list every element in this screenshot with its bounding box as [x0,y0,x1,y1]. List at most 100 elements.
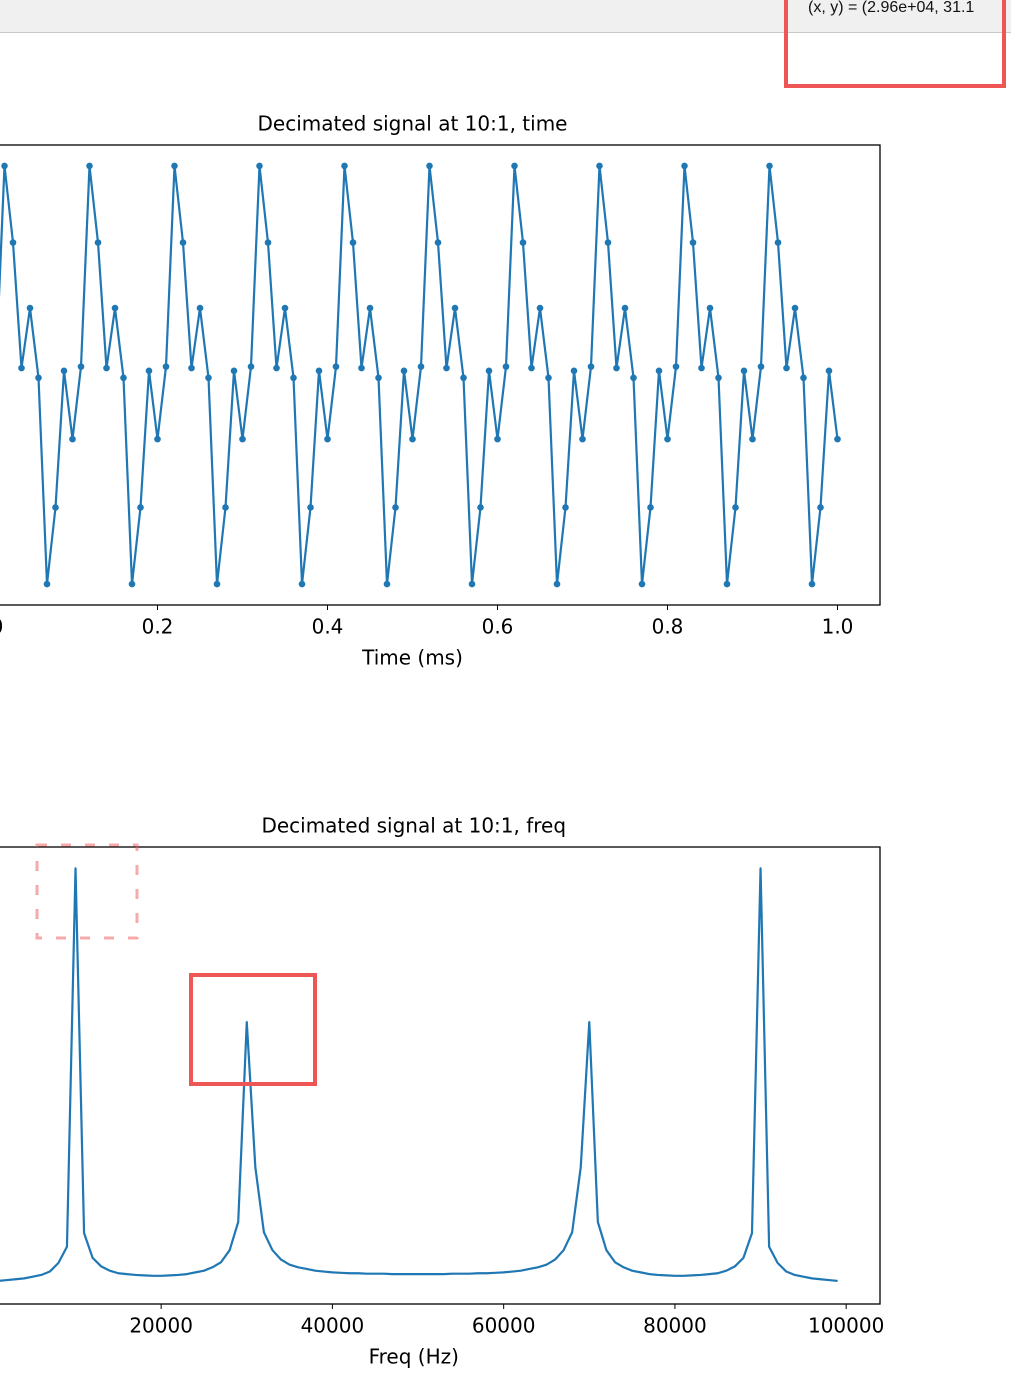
data-point [171,162,178,170]
data-point [341,162,348,170]
data-point [264,239,272,246]
data-point [86,162,93,170]
x-axis-label: Freq (Hz) [369,1345,459,1369]
x-tick-label: 0.4 [312,615,344,639]
data-point [222,504,229,511]
data-point [137,504,144,511]
data-point [417,363,425,370]
data-point [536,304,544,312]
data-point [324,435,331,443]
data-point [60,367,68,375]
data-point [834,435,841,443]
highlight-box [189,973,317,1086]
data-point [477,504,484,511]
highlight-box [784,0,1006,88]
data-point [18,364,25,372]
data-point [188,364,195,372]
data-point [485,367,493,375]
series-line [0,164,839,586]
data-point [239,435,246,443]
data-point [817,504,824,511]
data-point [596,162,603,170]
data-point [553,580,561,588]
data-point [494,435,501,443]
data-point [604,239,612,246]
data-point [638,580,646,588]
data-point [451,304,459,312]
data-point [528,364,535,372]
data-point [732,504,739,511]
data-point [664,435,671,443]
data-point [672,363,680,370]
data-point [366,304,374,312]
data-point [162,363,170,370]
data-point [26,304,34,312]
data-point [77,363,85,370]
data-point [409,435,416,443]
data-point [460,374,467,382]
highlight-box-faint [35,843,139,940]
data-point [179,239,187,246]
data-point [519,239,527,246]
x-tick-label: 60000 [472,1314,536,1338]
data-point [613,364,620,372]
data-point [630,374,637,382]
x-tick-label: 1.0 [822,615,854,639]
data-point [783,364,790,372]
x-tick-label: 40000 [301,1314,365,1338]
data-point [9,239,17,246]
data-point [655,367,663,375]
data-point [621,304,629,312]
data-point [757,363,765,370]
x-tick-label: 0.2 [142,615,174,639]
axes-frame [0,144,881,606]
data-point [307,504,314,511]
data-point [808,580,816,588]
x-tick-label: 100000 [808,1314,884,1338]
data-point [383,580,391,588]
data-point [154,435,161,443]
data-point [230,367,238,375]
data-point [273,364,280,372]
data-point [400,367,408,375]
data-point [128,580,136,588]
data-point [766,162,773,170]
data-point [349,239,357,246]
data-point [579,435,586,443]
data-point [562,504,569,511]
data-point [375,374,382,382]
data-point [825,367,833,375]
data-point [468,580,476,588]
data-point [749,435,756,443]
toolbar: (x, y) = (2.96e+04, 31.1 [0,0,1011,33]
data-point [315,367,323,375]
series-line [0,867,838,1283]
axes-frame [0,846,881,1305]
data-point [205,374,212,382]
data-point [290,374,297,382]
data-point [715,374,722,382]
data-point [698,364,705,372]
data-point [706,304,714,312]
data-point [791,304,799,312]
data-point [511,162,518,170]
data-point [120,374,127,382]
data-point [103,364,110,372]
x-axis-label: Time (ms) [361,646,463,670]
x-tick-label: 0.6 [482,615,514,639]
data-point [502,363,510,370]
data-point [681,162,688,170]
data-point [94,239,102,246]
data-point [332,363,340,370]
data-point [358,364,365,372]
data-point [647,504,654,511]
x-tick-label: 80000 [643,1314,707,1338]
chart-title: Decimated signal at 10:1, time [258,112,568,136]
data-point [426,162,433,170]
x-tick-label: 0.0 [0,615,3,639]
chart-title: Decimated signal at 10:1, freq [261,814,566,838]
x-tick-label: 20000 [129,1314,193,1338]
data-point [52,504,59,511]
data-point [774,239,782,246]
